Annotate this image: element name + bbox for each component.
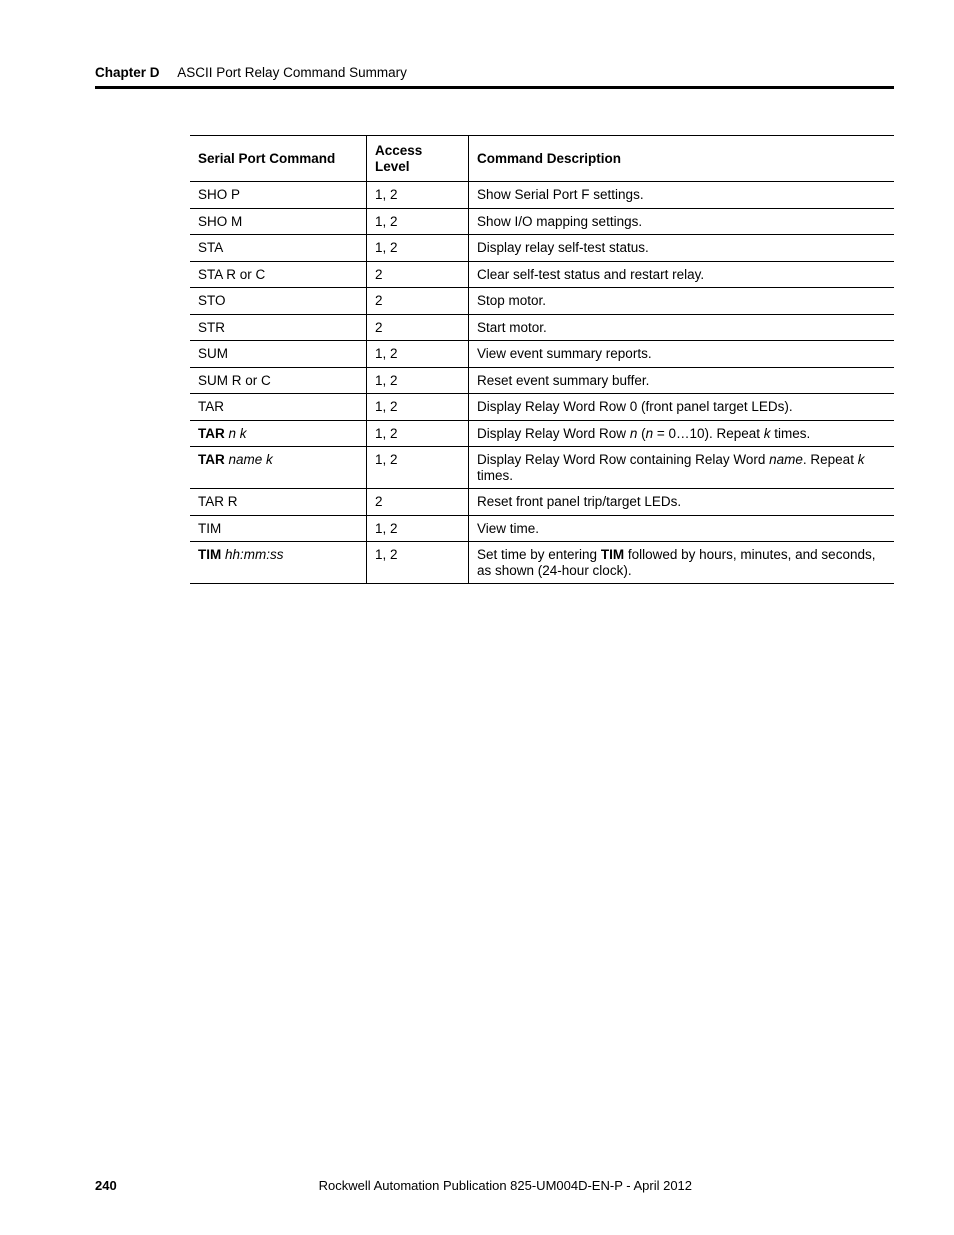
- cell-command: STR: [190, 314, 367, 341]
- cell-description: Display Relay Word Row n (n = 0…10). Rep…: [469, 420, 895, 447]
- table-row: TIM hh:mm:ss 1, 2 Set time by entering T…: [190, 542, 894, 584]
- cell-command: TIM hh:mm:ss: [190, 542, 367, 584]
- desc-text: (: [637, 426, 645, 441]
- cell-command: STO: [190, 288, 367, 315]
- cell-access: 1, 2: [367, 182, 469, 209]
- cell-command: SUM: [190, 341, 367, 368]
- table-row: STR 2 Start motor.: [190, 314, 894, 341]
- table-header-row: Serial Port Command Access Level Command…: [190, 136, 894, 182]
- cell-description: Reset event summary buffer.: [469, 367, 895, 394]
- desc-bold: TIM: [601, 547, 624, 562]
- table-row: TAR n k 1, 2 Display Relay Word Row n (n…: [190, 420, 894, 447]
- cell-access: 2: [367, 288, 469, 315]
- cell-access: 1, 2: [367, 420, 469, 447]
- cmd-bold: TAR: [198, 426, 225, 441]
- cell-access: 2: [367, 314, 469, 341]
- table-row: TAR name k 1, 2 Display Relay Word Row c…: [190, 447, 894, 489]
- cmd-ital: name k: [225, 452, 273, 467]
- cell-access: 1, 2: [367, 394, 469, 421]
- cell-description: Set time by entering TIM followed by hou…: [469, 542, 895, 584]
- page-footer: 240 Rockwell Automation Publication 825-…: [95, 1178, 894, 1193]
- command-table-wrap: Serial Port Command Access Level Command…: [190, 135, 894, 584]
- cell-description: Show Serial Port F settings.: [469, 182, 895, 209]
- publication-line: Rockwell Automation Publication 825-UM00…: [95, 1178, 894, 1193]
- table-row: TIM 1, 2 View time.: [190, 515, 894, 542]
- cell-access: 2: [367, 261, 469, 288]
- table-row: SUM R or C 1, 2 Reset event summary buff…: [190, 367, 894, 394]
- desc-text: Display Relay Word Row: [477, 426, 630, 441]
- cell-description: Display relay self-test status.: [469, 235, 895, 262]
- cell-description: Show I/O mapping settings.: [469, 208, 895, 235]
- cell-command: TAR: [190, 394, 367, 421]
- desc-ital: n: [646, 426, 654, 441]
- cell-access: 1, 2: [367, 341, 469, 368]
- cell-command: TIM: [190, 515, 367, 542]
- chapter-title: ASCII Port Relay Command Summary: [177, 65, 407, 80]
- chapter-label: Chapter D: [95, 65, 160, 80]
- cell-description: View time.: [469, 515, 895, 542]
- table-row: STA R or C 2 Clear self-test status and …: [190, 261, 894, 288]
- cell-description: Start motor.: [469, 314, 895, 341]
- table-row: TAR 1, 2 Display Relay Word Row 0 (front…: [190, 394, 894, 421]
- cell-access: 1, 2: [367, 367, 469, 394]
- cell-command: SHO M: [190, 208, 367, 235]
- cell-command: TAR R: [190, 489, 367, 516]
- table-row: SHO M 1, 2 Show I/O mapping settings.: [190, 208, 894, 235]
- table-row: STO 2 Stop motor.: [190, 288, 894, 315]
- cmd-ital: hh:mm:ss: [221, 547, 283, 562]
- cell-command: STA: [190, 235, 367, 262]
- cell-access: 1, 2: [367, 235, 469, 262]
- cell-description: Clear self-test status and restart relay…: [469, 261, 895, 288]
- cell-description: Display Relay Word Row 0 (front panel ta…: [469, 394, 895, 421]
- cell-access: 1, 2: [367, 208, 469, 235]
- desc-text: . Repeat: [803, 452, 858, 467]
- desc-text: = 0…10). Repeat: [653, 426, 764, 441]
- desc-ital: k: [858, 452, 865, 467]
- col-header-command: Serial Port Command: [190, 136, 367, 182]
- desc-ital: name: [769, 452, 803, 467]
- cell-access: 1, 2: [367, 447, 469, 489]
- table-row: STA 1, 2 Display relay self-test status.: [190, 235, 894, 262]
- cell-command: SUM R or C: [190, 367, 367, 394]
- desc-text: Display Relay Word Row containing Relay …: [477, 452, 769, 467]
- cell-access: 2: [367, 489, 469, 516]
- page-number: 240: [95, 1178, 117, 1193]
- col-header-access: Access Level: [367, 136, 469, 182]
- command-table: Serial Port Command Access Level Command…: [190, 135, 894, 584]
- table-row: SHO P 1, 2 Show Serial Port F settings.: [190, 182, 894, 209]
- page: Chapter D ASCII Port Relay Command Summa…: [0, 0, 954, 1235]
- cell-description: Stop motor.: [469, 288, 895, 315]
- desc-ital: k: [764, 426, 771, 441]
- cmd-ital: n k: [225, 426, 247, 441]
- cell-command: STA R or C: [190, 261, 367, 288]
- table-row: SUM 1, 2 View event summary reports.: [190, 341, 894, 368]
- cmd-bold: TIM: [198, 547, 221, 562]
- cell-description: View event summary reports.: [469, 341, 895, 368]
- cell-description: Reset front panel trip/target LEDs.: [469, 489, 895, 516]
- cell-access: 1, 2: [367, 542, 469, 584]
- desc-text: times.: [771, 426, 811, 441]
- cell-command: SHO P: [190, 182, 367, 209]
- page-header: Chapter D ASCII Port Relay Command Summa…: [95, 65, 894, 89]
- desc-text: times.: [477, 468, 513, 483]
- cell-access: 1, 2: [367, 515, 469, 542]
- desc-text: Set time by entering: [477, 547, 601, 562]
- cell-description: Display Relay Word Row containing Relay …: [469, 447, 895, 489]
- cmd-bold: TAR: [198, 452, 225, 467]
- cell-command: TAR name k: [190, 447, 367, 489]
- col-header-description: Command Description: [469, 136, 895, 182]
- table-row: TAR R 2 Reset front panel trip/target LE…: [190, 489, 894, 516]
- cell-command: TAR n k: [190, 420, 367, 447]
